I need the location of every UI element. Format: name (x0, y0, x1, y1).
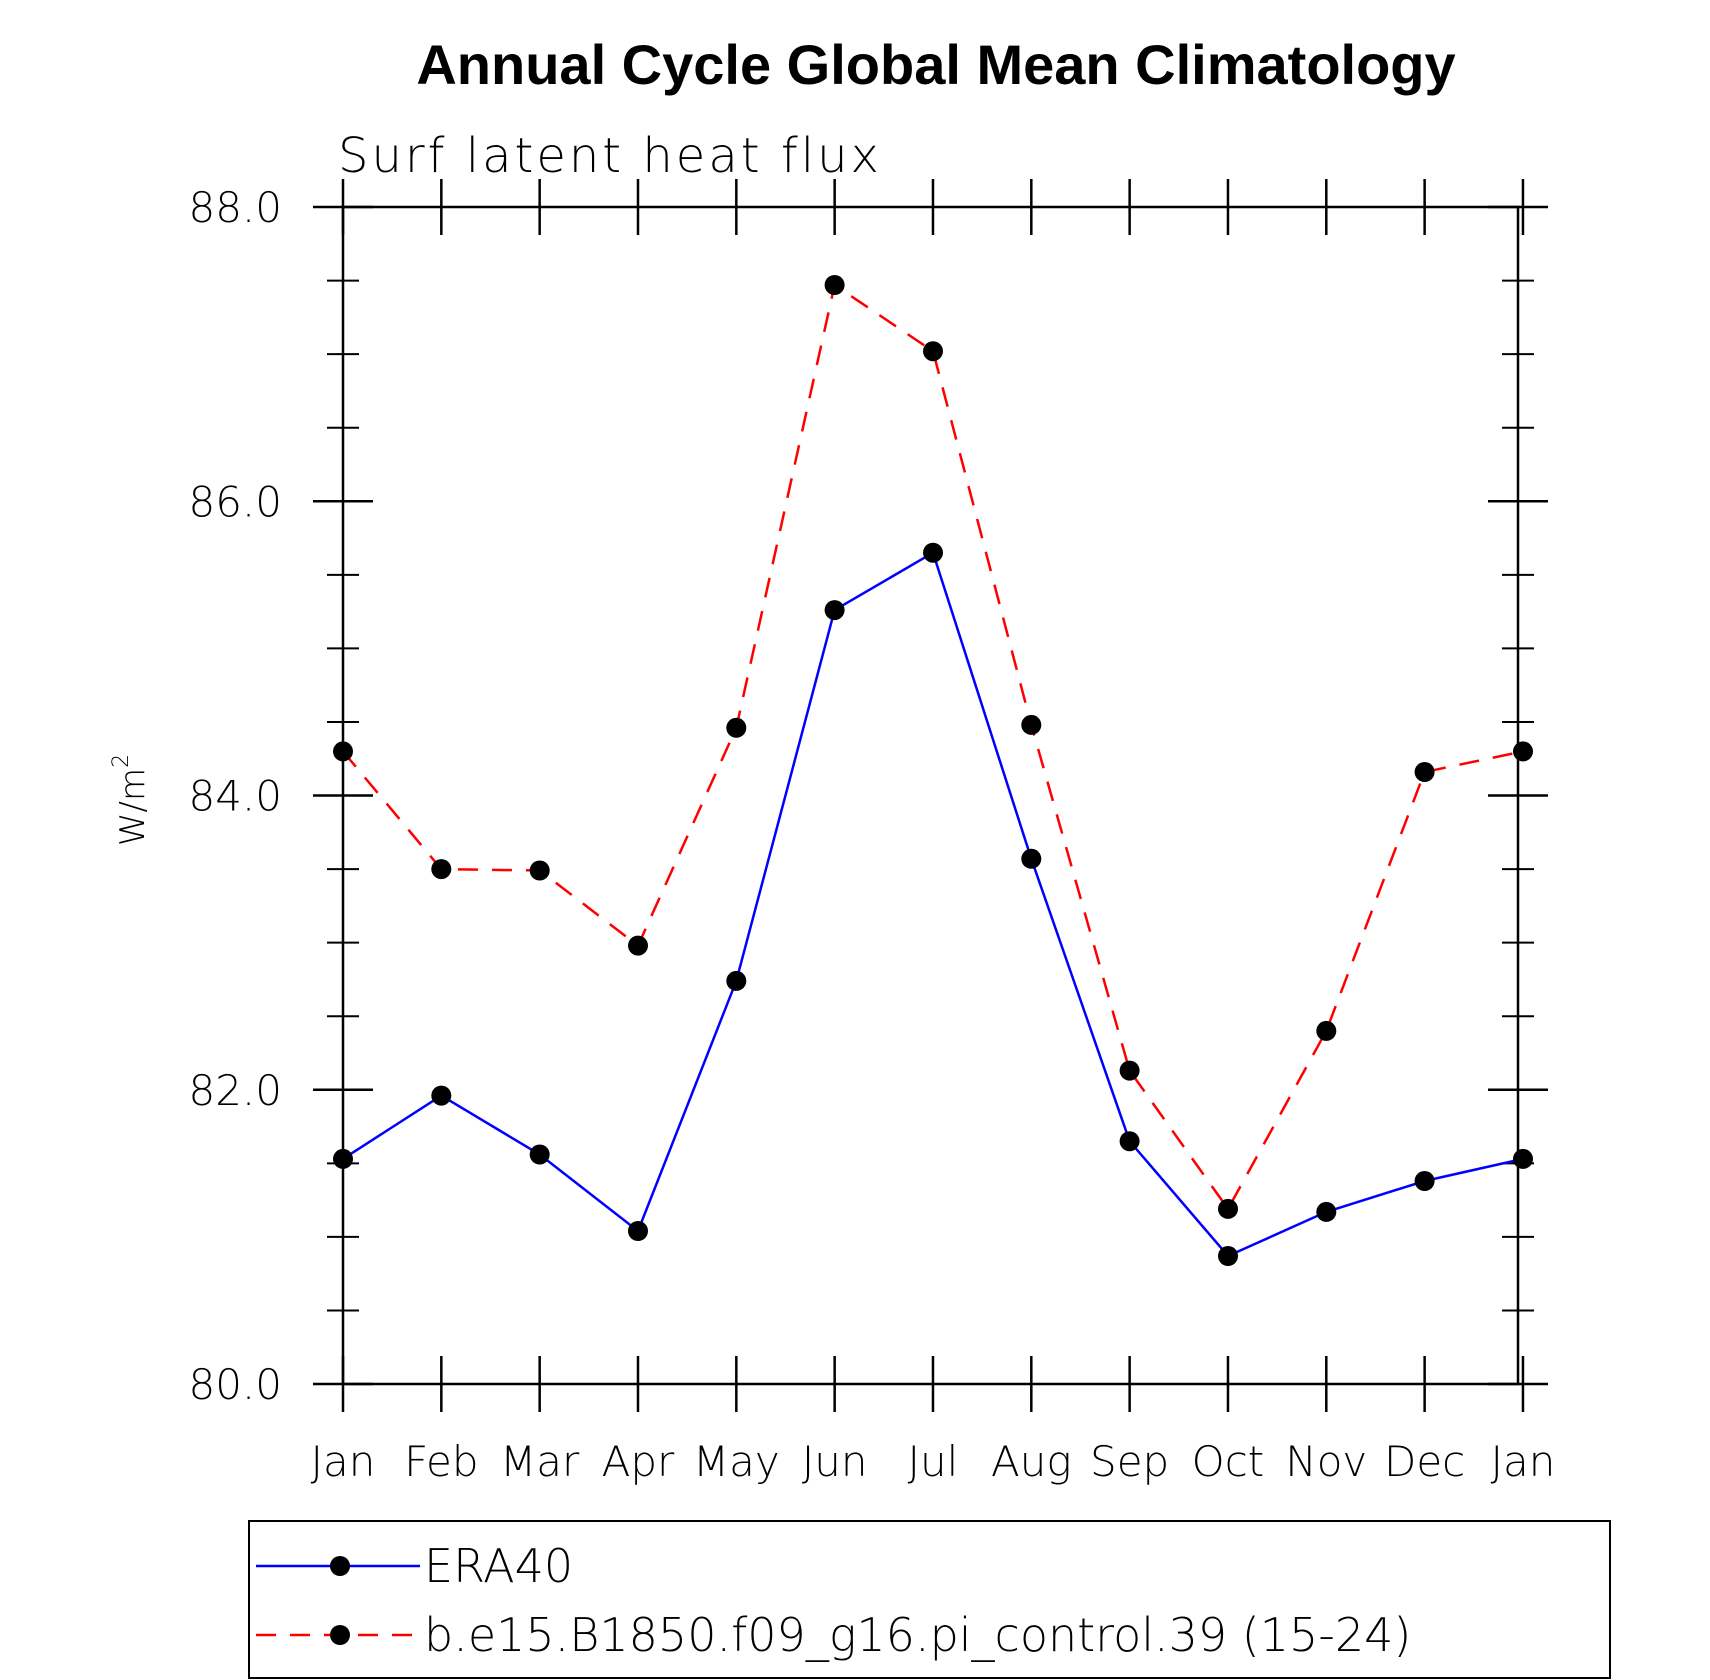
data-point-model (1414, 762, 1435, 782)
legend-label-era40: ERA40 (424, 1539, 573, 1593)
data-point-model (1119, 1060, 1140, 1081)
legend: ERA40 b.e15.B1850.f09_g16.pi_control.39 … (248, 1520, 1611, 1679)
data-point-era40 (628, 1221, 648, 1241)
x-tick-label: Jan (1491, 1437, 1556, 1486)
data-point-era40 (1021, 848, 1042, 869)
data-point-era40 (1218, 1246, 1238, 1266)
y-axis-label-exponent: 2 (109, 754, 134, 768)
x-tick-label: Jun (802, 1437, 868, 1486)
x-tick-label: Dec (1384, 1437, 1465, 1486)
data-point-model (529, 860, 550, 881)
legend-marker-model (330, 1625, 350, 1645)
y-tick-label: 82.0 (188, 1066, 282, 1115)
data-point-era40 (529, 1144, 550, 1165)
y-tick-label: 84.0 (188, 772, 282, 821)
data-point-model (1513, 741, 1533, 762)
series (333, 275, 1533, 1266)
data-point-era40 (824, 600, 845, 621)
data-point-era40 (1513, 1148, 1533, 1169)
y-tick-labels: 80.0 82.0 84.0 86.0 88.0 (188, 183, 282, 1409)
data-point-era40 (726, 970, 747, 991)
chart-title: Annual Cycle Global Mean Climatology (416, 33, 1455, 96)
y-axis-label-unit: W/m (113, 768, 153, 846)
x-tick-label: Apr (602, 1437, 675, 1486)
data-point-era40 (1414, 1171, 1435, 1191)
data-point-era40 (1119, 1131, 1140, 1152)
x-tick-label: Mar (500, 1437, 580, 1486)
data-point-era40 (1316, 1201, 1337, 1222)
series-line-era40 (342, 550, 1524, 1258)
data-point-era40 (431, 1085, 452, 1106)
y-tick-label: 86.0 (188, 477, 282, 526)
y-axis-label: W/m2 (109, 754, 153, 846)
chart-subtitle: Surf latent heat flux (338, 128, 882, 184)
data-point-model (1218, 1198, 1238, 1219)
data-point-model (923, 341, 943, 362)
x-tick-labels: Jan Feb Mar Apr May Jun Jul Aug Sep Oct Nov Dec Jan (311, 1437, 1556, 1486)
data-point-model (726, 717, 747, 738)
x-tick-label: Sep (1090, 1437, 1169, 1486)
ticks (313, 179, 1548, 1412)
data-point-era40 (923, 542, 943, 563)
data-point-model (333, 741, 353, 762)
series-line-model (342, 282, 1524, 1212)
x-tick-label: Oct (1192, 1437, 1265, 1486)
x-tick-label: May (693, 1437, 780, 1486)
legend-box (248, 1520, 1611, 1679)
data-point-model (1316, 1020, 1337, 1041)
legend-label-model: b.e15.B1850.f09_g16.pi_control.39 (15-24… (424, 1608, 1411, 1662)
x-tick-label: Nov (1285, 1437, 1367, 1486)
data-point-model (431, 859, 452, 880)
data-point-era40 (333, 1148, 353, 1169)
y-tick-label: 80.0 (188, 1360, 282, 1409)
y-tick-label: 88.0 (188, 183, 282, 232)
data-point-model (824, 275, 845, 295)
legend-marker-era40 (330, 1556, 350, 1576)
x-tick-label: Jul (908, 1437, 959, 1486)
x-tick-label: Feb (404, 1437, 478, 1486)
x-tick-label: Aug (991, 1437, 1072, 1486)
data-point-model (1021, 714, 1042, 735)
x-tick-label: Jan (311, 1437, 376, 1486)
data-point-model (628, 935, 648, 956)
